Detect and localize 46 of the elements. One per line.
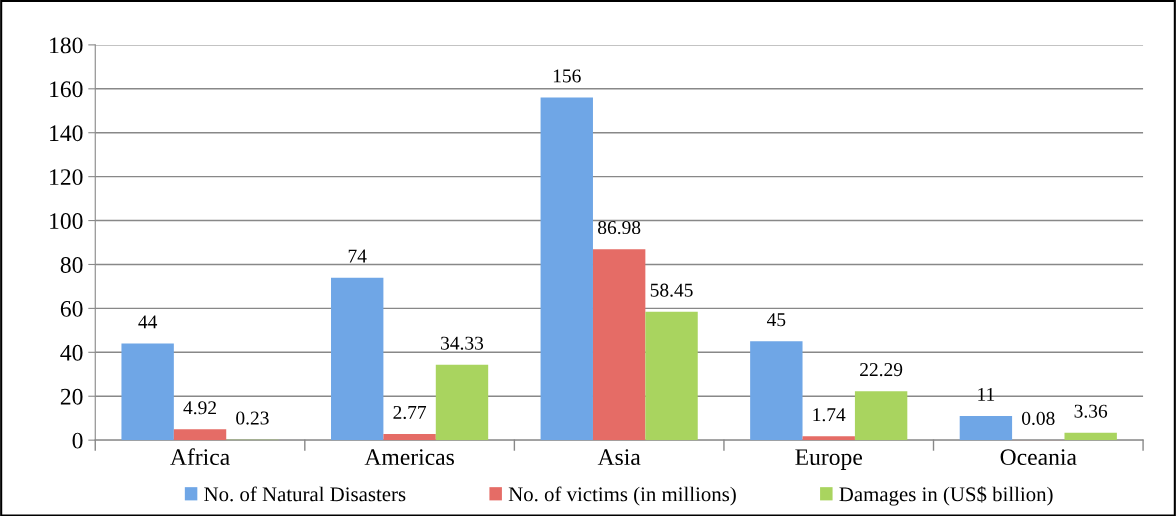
data-label: 74 [348, 249, 367, 263]
y-tick-label: 120 [50, 169, 83, 186]
y-tick-label: 100 [50, 213, 83, 229]
bar [959, 415, 1013, 441]
legend-label: Damages in (US$ billion) [839, 486, 1053, 506]
y-tick-label: 140 [50, 125, 83, 142]
data-label: 4.92 [183, 401, 216, 415]
y-tick-label: 160 [50, 81, 83, 98]
data-label: 45 [766, 313, 786, 327]
y-tick-label: 0 [72, 432, 83, 449]
x-tick-label: Asia [597, 449, 641, 466]
data-label: 22.29 [860, 363, 903, 377]
bar [121, 343, 174, 441]
y-tick-label: 20 [60, 388, 83, 405]
data-label: 3.36 [1074, 404, 1108, 418]
y-tick-label: 40 [60, 344, 83, 361]
bar [854, 391, 908, 441]
data-label: 1.74 [813, 408, 846, 422]
bar [331, 277, 384, 441]
data-label: 86.98 [598, 220, 641, 235]
data-label: 0.08 [1022, 411, 1055, 425]
data-label: 44 [138, 315, 158, 329]
data-label: 58.45 [650, 283, 693, 297]
x-tick-label: Europe [795, 449, 862, 470]
bar [750, 341, 803, 441]
data-label: 34.33 [441, 336, 484, 350]
legend-label: No. of Natural Disasters [204, 486, 406, 502]
bar [540, 97, 593, 441]
x-tick-label: Oceania [1000, 449, 1077, 466]
y-tick-label: 80 [60, 256, 83, 273]
y-tick-label: 180 [50, 37, 83, 54]
bar [645, 311, 698, 441]
x-tick-label: Americas [364, 449, 454, 466]
data-label: 156 [553, 69, 581, 83]
data-label: 2.77 [393, 405, 427, 420]
bar [383, 434, 436, 441]
data-label: 0.23 [236, 411, 269, 425]
data-label: 11 [978, 387, 995, 401]
bar [1064, 432, 1117, 441]
legend-label: No. of victims (in millions) [508, 486, 736, 506]
x-tick-label: Africa [170, 448, 230, 466]
bar [802, 436, 855, 441]
bar [592, 249, 646, 441]
bar [435, 364, 489, 441]
y-tick-label: 60 [60, 300, 83, 317]
bar [173, 429, 227, 441]
